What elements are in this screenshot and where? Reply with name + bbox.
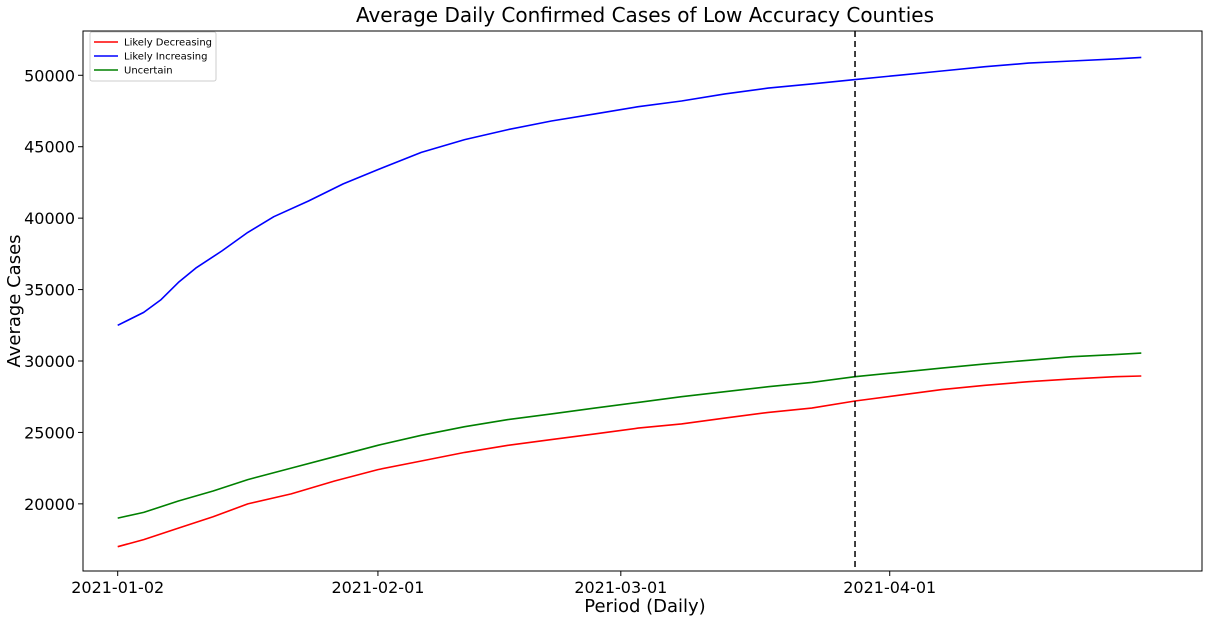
y-tick-label: 50000 [24,66,75,85]
series-line-uncertain [117,352,1142,519]
x-tick-label: 2021-03-01 [574,578,667,597]
legend-label-likely-increasing: Likely Increasing [124,52,207,63]
y-tick-label: 40000 [24,209,75,228]
legend-label-uncertain: Uncertain [124,66,173,77]
x-axis: 2021-01-02 2021-02-01 2021-03-01 2021-04-01 [71,571,936,597]
y-axis-title: Average Cases [4,234,25,367]
x-tick-label: 2021-01-02 [71,578,164,597]
legend-box [89,31,217,82]
y-tick-label: 45000 [24,138,75,157]
y-tick-label: 35000 [24,281,75,300]
series-line-likely-decreasing [117,375,1142,548]
x-tick-label: 2021-02-01 [331,578,424,597]
plot-frame [82,30,1203,572]
chart-title: Average Daily Confirmed Cases of Low Acc… [356,3,934,27]
y-tick-label: 25000 [24,423,75,442]
series-layer [117,56,1142,548]
x-tick-label: 2021-04-01 [843,578,936,597]
series-line-likely-increasing [117,56,1142,327]
legend-label-likely-decreasing: Likely Decreasing [124,38,212,49]
x-axis-title: Period (Daily) [584,596,705,617]
legend: Likely Decreasing Likely Increasing Uncert… [89,31,217,82]
y-axis: 20000 25000 30000 35000 40000 45000 50000 [24,66,83,514]
y-tick-label: 30000 [24,352,75,371]
y-tick-label: 20000 [24,495,75,514]
